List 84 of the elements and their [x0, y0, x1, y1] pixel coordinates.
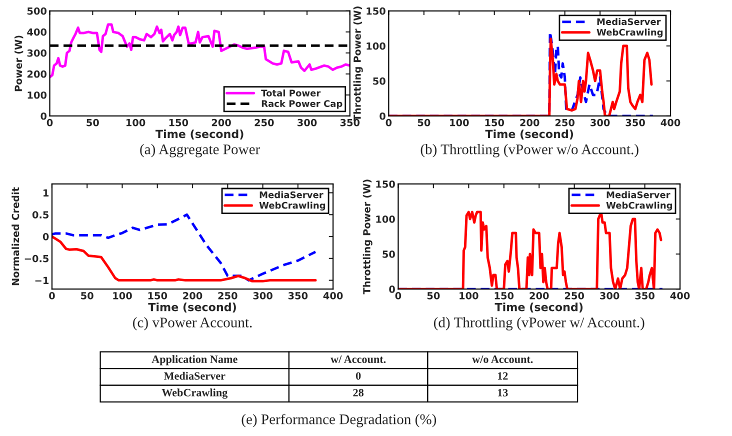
x-tick-label: 150	[494, 292, 514, 300]
x-tick-label: 350	[288, 292, 308, 300]
legend-label: MediaServer	[597, 18, 661, 26]
y-tick-label: 500	[27, 7, 47, 15]
y-tick-label: −0.5	[24, 254, 49, 262]
x-axis-title: Time (second)	[485, 130, 574, 140]
x-tick-label: 350	[635, 292, 654, 300]
data-label: 0	[356, 372, 361, 380]
y-tick-label: 150	[376, 180, 395, 188]
data-label: 12	[498, 372, 508, 380]
x-tick-label: 100	[450, 118, 469, 126]
x-tick-label: 400	[323, 292, 343, 300]
x-axis-title: Time (second)	[156, 130, 244, 140]
x-axis-title: Time (second)	[494, 302, 583, 313]
y-tick-label: 1	[44, 189, 49, 196]
y-tick-label: 150	[366, 7, 386, 15]
legend-label: WebCrawling	[596, 28, 663, 38]
text: (a) Aggregate Power	[140, 144, 260, 158]
x-tick-label: 0	[395, 292, 402, 300]
y-tick-label: 200	[27, 70, 47, 78]
y-tick-label: −1	[35, 276, 49, 284]
x-tick-label: 100	[113, 292, 132, 300]
y-tick-label: 0	[380, 112, 386, 120]
x-tick-label: 50	[86, 118, 99, 126]
line-series	[52, 213, 317, 282]
x-tick-label: 300	[600, 292, 620, 300]
category-label: WebCrawling	[162, 388, 228, 399]
legend-label: Total Power	[261, 89, 321, 96]
series-label: w/ Account.	[330, 356, 386, 364]
data-label: 13	[498, 388, 508, 396]
legend-label: MediaServer	[260, 191, 324, 198]
y-tick-label: 0	[40, 112, 47, 120]
y-tick-label: 50	[373, 77, 386, 85]
x-tick-label: 250	[555, 118, 575, 126]
y-axis-title: Normalized Credit	[12, 187, 20, 286]
y-tick-label: 300	[27, 49, 47, 57]
text: (b) Throttling (vPower w/o Account.)	[420, 144, 638, 158]
x-tick-label: 350	[626, 118, 645, 126]
y-tick-label: 0	[42, 233, 49, 240]
x-tick-label: 100	[460, 292, 478, 300]
x-tick-label: 250	[564, 292, 584, 300]
x-tick-label: 300	[590, 118, 610, 126]
x-tick-label: 50	[427, 292, 440, 300]
series-label: w/o Account.	[472, 356, 533, 364]
y-tick-label: 100	[376, 215, 395, 223]
x-tick-label: 300	[298, 118, 317, 126]
x-tick-label: 400	[660, 118, 680, 126]
y-tick-label: 50	[382, 250, 395, 258]
y-axis-title: Throttling Power (W)	[362, 180, 372, 294]
legend-label: WebCrawling	[259, 202, 326, 211]
x-tick-label: 400	[670, 292, 690, 300]
x-tick-label: 150	[148, 292, 168, 300]
x-tick-label: 200	[183, 292, 202, 300]
x-tick-label: 150	[485, 118, 504, 126]
text: Application Name	[152, 355, 238, 366]
category-label: MediaServer	[164, 372, 226, 380]
y-axis-title: Power (W)	[14, 36, 24, 92]
x-tick-label: 50	[418, 118, 430, 126]
y-tick-label: 100	[28, 91, 47, 99]
line-series	[398, 210, 662, 290]
y-tick-label: 100	[366, 42, 386, 50]
x-tick-label: 250	[218, 292, 238, 300]
legend-label: WebCrawling	[606, 202, 672, 211]
x-tick-label: 100	[126, 118, 146, 126]
legend-label: MediaServer	[606, 191, 670, 198]
line-series	[50, 23, 350, 78]
text: (c) vPower Account.	[133, 317, 252, 330]
text: (d) Throttling (vPower w/ Account.)	[434, 317, 644, 330]
y-tick-label: 0	[389, 286, 395, 293]
y-tick-label: 400	[27, 28, 47, 36]
y-tick-label: 0.5	[32, 211, 49, 218]
line-series	[52, 235, 317, 282]
x-tick-label: 0	[49, 292, 55, 300]
x-tick-label: 200	[520, 118, 540, 126]
x-tick-label: 150	[169, 118, 188, 126]
text: (e) Performance Degradation (%)	[242, 414, 436, 428]
x-tick-label: 200	[212, 118, 231, 126]
x-tick-label: 50	[81, 292, 94, 300]
legend-label: Rack Power Cap	[262, 100, 342, 109]
data-label: 28	[353, 388, 364, 396]
x-tick-label: 200	[530, 292, 549, 300]
x-axis-title: Time (second)	[148, 302, 236, 313]
x-tick-label: 250	[254, 118, 274, 126]
x-tick-label: 300	[253, 292, 272, 300]
